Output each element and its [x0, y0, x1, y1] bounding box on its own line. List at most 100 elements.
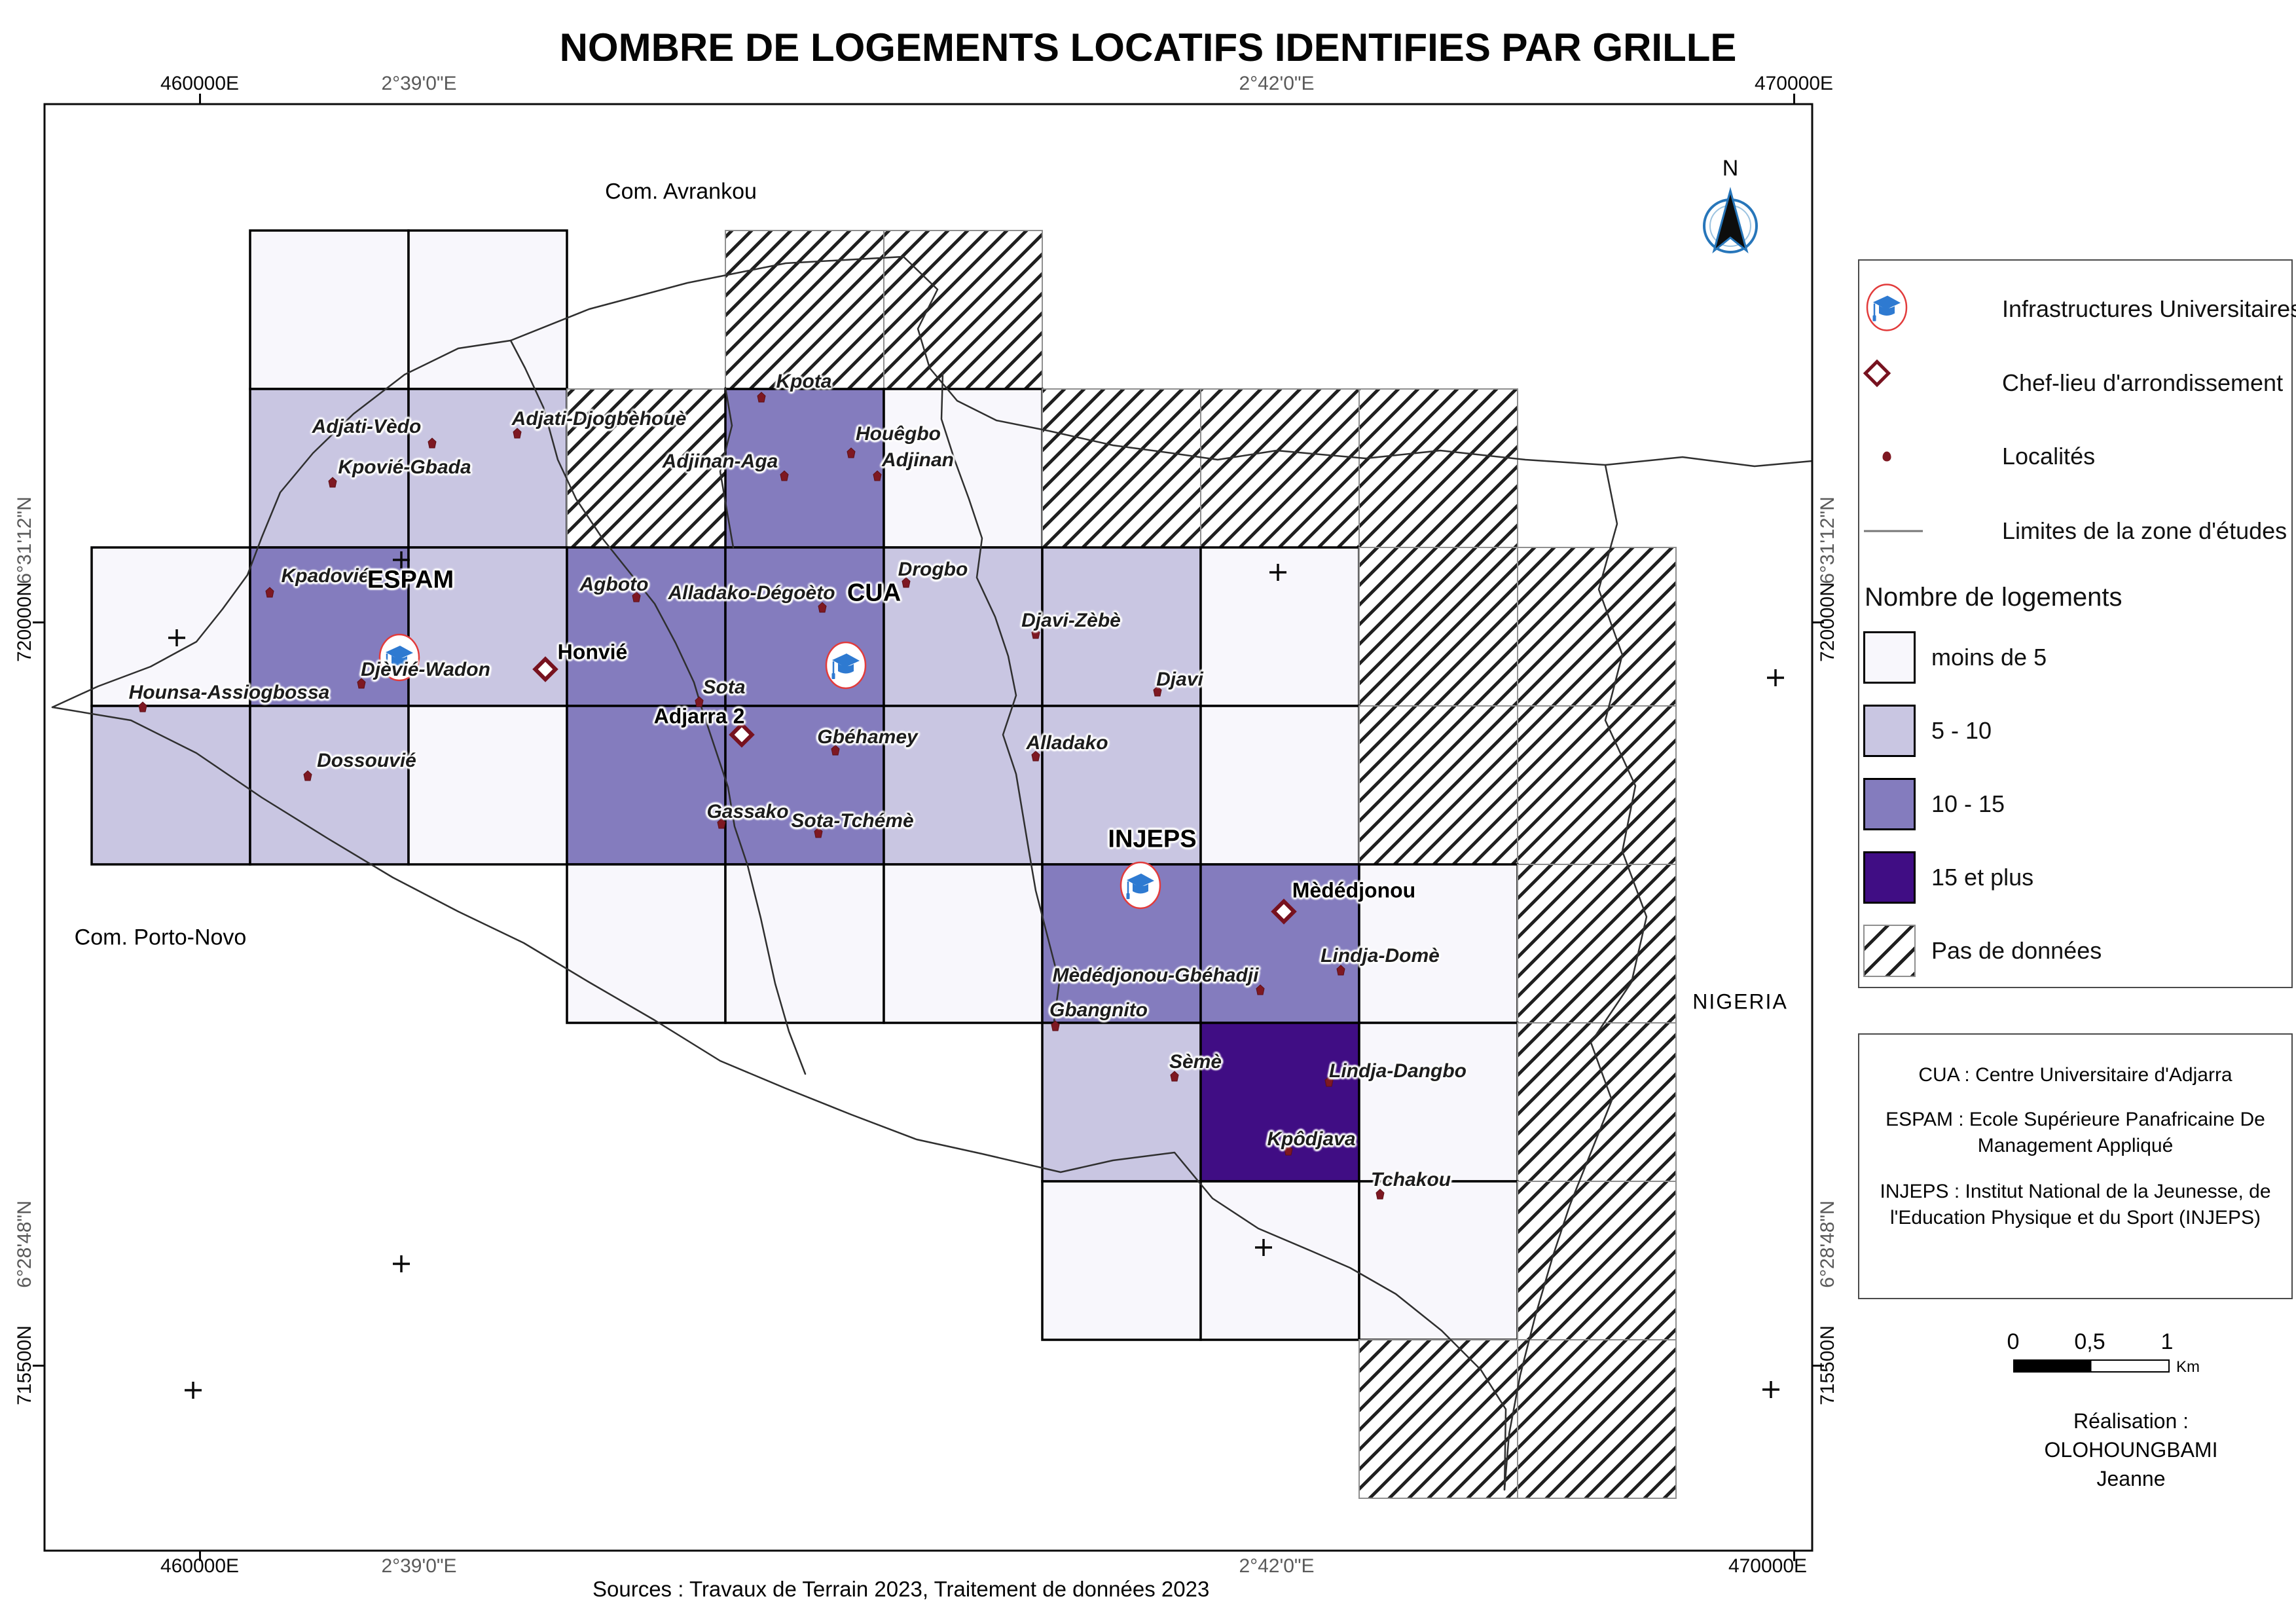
graticule-cross: [1767, 669, 1784, 686]
frame-tick: [1793, 1551, 1795, 1561]
coord-label-left: 6°28'48"N: [14, 1200, 35, 1288]
graduation-cap-tassel: [831, 673, 835, 679]
grid-cell: [883, 388, 1044, 549]
legend-label-universities: Infrastructures Universitaires: [2002, 295, 2296, 322]
grid-cell: [1517, 1022, 1677, 1182]
grid-cell: [566, 705, 727, 866]
graduation-cap-tassel: [1126, 893, 1130, 899]
diamond-icon: [1863, 359, 1891, 388]
grid-cell: [90, 546, 251, 707]
frame-tick: [1813, 621, 1824, 623]
locality-dot: [513, 428, 522, 439]
graticule-cross: [393, 551, 410, 568]
locality-dot: [818, 602, 827, 613]
locality-dot: [1324, 1076, 1334, 1087]
locality-dot: [1031, 750, 1040, 762]
grid-cell: [407, 229, 568, 390]
grid-cell: [249, 705, 410, 866]
legend-panel: Infrastructures Universitaires Chef-lieu…: [1858, 259, 2296, 988]
credits-line2: OLOHOUNGBAMI Jeanne: [2044, 1438, 2218, 1490]
zone-limit-line: [51, 339, 512, 709]
graduation-cap-icon: [392, 655, 407, 666]
frame-tick: [198, 1551, 201, 1561]
swatch-15plus: [1863, 851, 1916, 904]
zone-limit-line: [509, 255, 1813, 468]
frame-tick: [198, 94, 201, 103]
sources: Sources : Travaux de Terrain 2023, Trait…: [592, 1577, 1210, 1601]
scale-0: 0: [2007, 1329, 2020, 1354]
zone-limit-line: [940, 372, 1061, 1023]
locality-dot: [1031, 628, 1040, 639]
locality-dot: [1376, 1189, 1385, 1200]
legend-heading: Nombre de logements: [1865, 583, 2123, 612]
map-frame: [43, 103, 1813, 1552]
grid-cell: [407, 388, 568, 549]
locality-dot: [1256, 984, 1265, 995]
grid-cell: [1517, 864, 1677, 1024]
grid-cell: [566, 546, 727, 707]
locality-dot: [831, 745, 840, 756]
locality-dot: [717, 818, 726, 829]
grid-cell: [1199, 705, 1360, 866]
locality-dot: [1284, 1145, 1293, 1156]
locality-dot: [1153, 686, 1162, 697]
locality-dot: [814, 827, 823, 838]
grid-cell: [1041, 546, 1202, 707]
grid-cell: [1358, 863, 1519, 1024]
scale-bar: 0 0,5 1 Km: [2003, 1329, 2278, 1388]
zone-limit-line: [719, 386, 735, 549]
grid-cell: [249, 388, 410, 549]
zone-limit-line: [51, 706, 1507, 1491]
coord-label-top: 2°39'0"E: [381, 73, 457, 94]
map-title: NOMBRE DE LOGEMENTS LOCATIFS IDENTIFIES …: [559, 26, 1737, 69]
boundary-line-icon: [1864, 530, 1923, 532]
locality-dot: [632, 591, 641, 602]
coord-label-bottom: 2°39'0"E: [381, 1555, 457, 1577]
grid-cell: [1358, 547, 1518, 707]
graduation-cap-icon: [386, 646, 413, 659]
credits: Réalisation : OLOHOUNGBAMI Jeanne: [2010, 1407, 2252, 1493]
scale-unit: Km: [2176, 1358, 2200, 1376]
north-arrow-icon: [1703, 187, 1758, 254]
point-symbols-layer: [138, 392, 1385, 1200]
grid-cell: [407, 546, 568, 707]
university-icon: [1865, 283, 1908, 336]
grid-cell: [1358, 1022, 1519, 1183]
scale-bar-graphic: [2013, 1359, 2170, 1373]
university-icon: [1120, 861, 1161, 910]
zone-limit-line: [1503, 464, 1648, 1491]
locality-dot: [265, 587, 274, 598]
coord-label-bottom: 470000E: [1728, 1555, 1808, 1577]
grid-cell: [1358, 1339, 1518, 1499]
abbrev-espam: ESPAM : Ecole Supérieure Panafricaine De…: [1886, 1109, 2265, 1156]
grid-cell: [566, 863, 727, 1024]
grid-cell: [1358, 388, 1518, 548]
swatch-nodata: [1863, 925, 1916, 977]
grid-cell: [1041, 1180, 1202, 1341]
graticule-cross: [185, 1382, 202, 1399]
graduation-cap-tassel: [385, 665, 389, 671]
chef-lieu-diamond: [729, 722, 755, 748]
grid-cell: [1358, 705, 1518, 865]
grid-cell: [883, 546, 1044, 707]
frame-tick: [33, 621, 44, 623]
coord-label-top: 2°42'0"E: [1239, 73, 1315, 94]
locality-dot: [328, 477, 337, 488]
coord-label-right: 6°28'48"N: [1817, 1200, 1838, 1288]
grid-cell: [883, 863, 1044, 1024]
grid-cell: [1041, 1022, 1202, 1183]
grid-cell: [90, 705, 251, 866]
zone-limits-layer: [51, 255, 1813, 1491]
north-arrow: N: [1694, 156, 1766, 267]
swatch-5-10: [1863, 705, 1916, 757]
chef-lieu-diamond: [532, 656, 558, 682]
frame-tick: [1793, 94, 1795, 103]
grid-cell: [1042, 388, 1201, 548]
graticule-crosses-layer: [168, 551, 1784, 1399]
locality-dot: [757, 392, 766, 403]
frame-tick: [33, 1364, 44, 1367]
grid-cells-layer: [90, 229, 1677, 1499]
university-icon: [378, 633, 420, 682]
university-icon: [825, 641, 867, 690]
grid-cell: [1199, 546, 1360, 707]
